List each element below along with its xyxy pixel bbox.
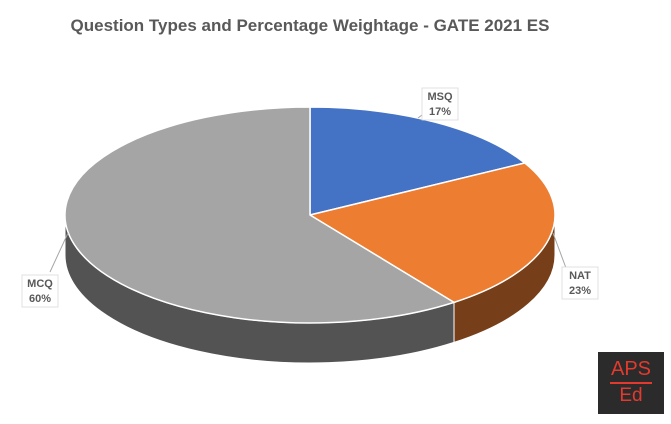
data-label-value: 17% [429, 106, 451, 118]
label-box [421, 87, 459, 121]
slice-tops [64, 106, 556, 324]
label-box [561, 266, 599, 300]
slice [64, 106, 456, 324]
data-label-value: 60% [29, 293, 51, 305]
logo-top: APS [610, 356, 652, 384]
data-label-category: MSQ [427, 91, 453, 103]
logo: APS Ed [598, 352, 664, 414]
slice [308, 162, 556, 304]
data-label-value: 23% [569, 285, 591, 297]
label-box [21, 274, 59, 308]
leader-line [552, 232, 567, 269]
slice [309, 106, 527, 216]
data-label-category: NAT [569, 270, 591, 282]
logo-bottom: Ed [619, 385, 643, 406]
leader-line [49, 232, 69, 273]
chart-title: Question Types and Percentage Weightage … [70, 16, 550, 35]
data-label-category: MCQ [27, 278, 53, 290]
